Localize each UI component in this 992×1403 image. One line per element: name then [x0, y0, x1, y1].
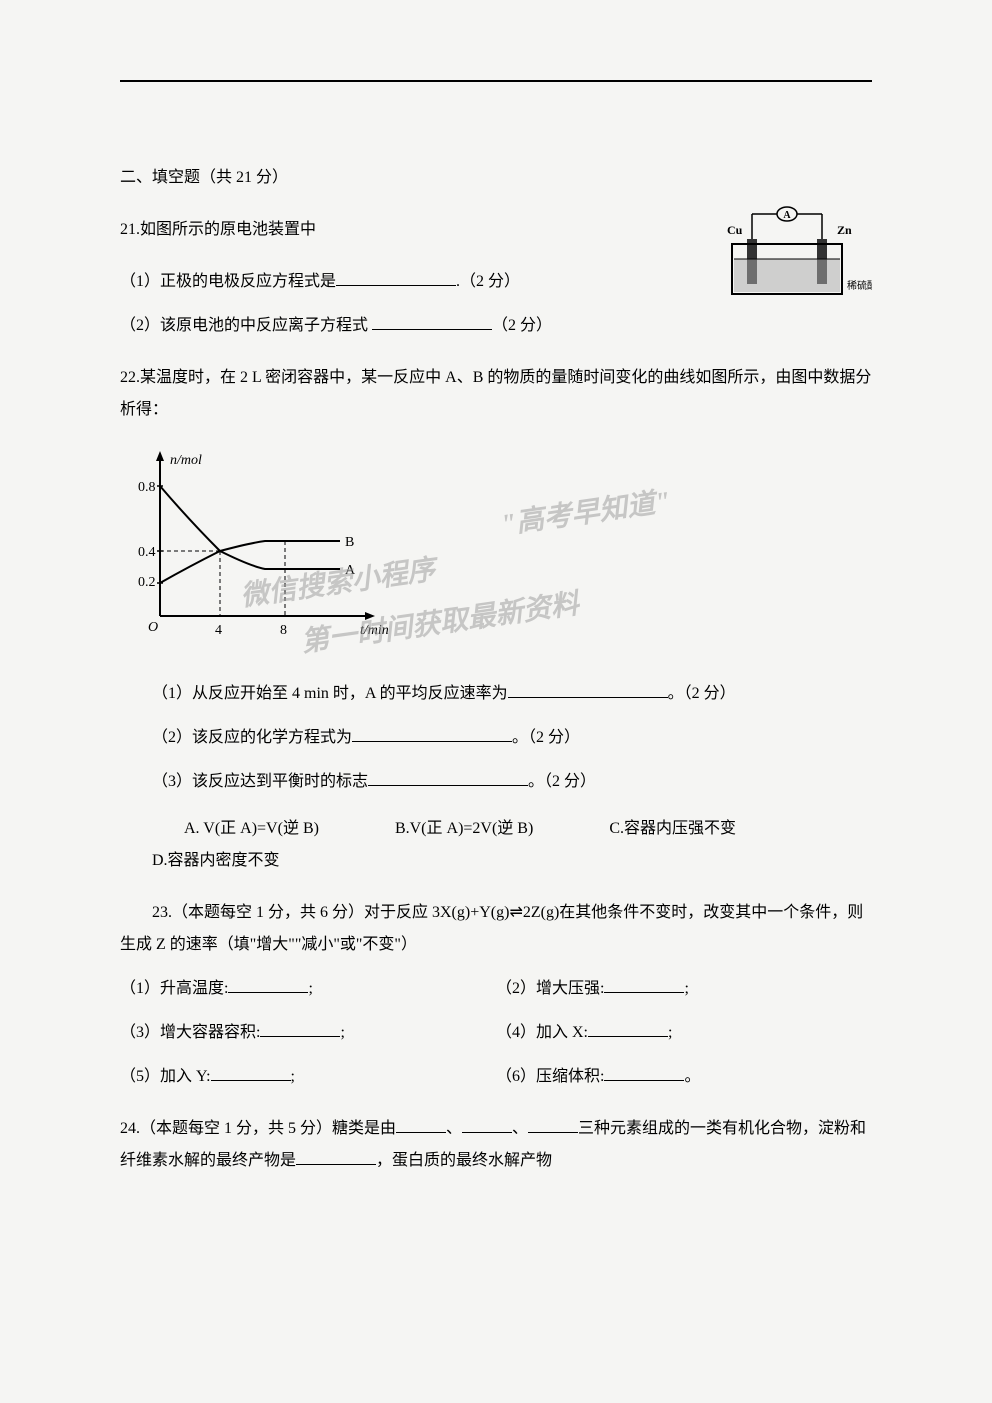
ammeter-label: A — [783, 210, 791, 221]
q21-sub2-text: （2）该原电池的中反应离子方程式 — [120, 317, 368, 334]
q24-blank3 — [528, 1114, 578, 1133]
q23-sub6-text: （6）压缩体积: — [496, 1068, 604, 1085]
q21-sub1-blank — [336, 267, 456, 286]
section-title: 二、填空题（共 21 分） — [120, 162, 872, 194]
y-axis-label: n/mol — [170, 453, 202, 468]
question-22: 22.某温度时，在 2 L 密闭容器中，某一反应中 A、B 的物质的量随时间变化… — [120, 362, 872, 877]
q24-blank4 — [296, 1146, 376, 1165]
q23-sub2-blank — [604, 974, 684, 993]
origin-label: O — [148, 620, 158, 635]
question-21: 21.如图所示的原电池装置中 A Cu Zn 稀硫酸 （1）正极的电极反应方程式… — [120, 214, 872, 342]
q22-chart: n/mol t/min 0.8 0.4 0.2 O 4 8 A B "高考早知道… — [120, 446, 872, 658]
q24-part3: 、 — [512, 1120, 528, 1137]
q23-sub6-blank — [604, 1062, 684, 1081]
q23-sub3-blank — [260, 1018, 340, 1037]
q22-sub3: （3）该反应达到平衡时的标志 。（2 分） — [120, 766, 872, 798]
option-D: D.容器内密度不变 — [120, 845, 280, 877]
q23-row1: （1）升高温度:; （2）增大压强:; — [120, 973, 872, 1005]
solution — [734, 259, 840, 292]
ytick-0.2: 0.2 — [138, 575, 156, 590]
q21-sub1-points: （2 分） — [460, 273, 520, 290]
q22-sub2-text: （2）该反应的化学方程式为 — [152, 729, 352, 746]
q22-sub3-text: （3）该反应达到平衡时的标志 — [152, 773, 368, 790]
curve-A — [160, 486, 340, 569]
q23-sub4-text: （4）加入 X: — [496, 1024, 588, 1041]
option-A: A. V(正 A)=V(逆 B) — [152, 813, 319, 845]
q22-sub3-blank — [368, 767, 528, 786]
q23-sub1-text: （1）升高温度: — [120, 980, 228, 997]
ytick-0.8: 0.8 — [138, 480, 156, 495]
q22-sub2-points: 。（2 分） — [512, 729, 580, 746]
question-24: 24.（本题每空 1 分，共 5 分）糖类是由、、三种元素组成的一类有机化合物，… — [120, 1113, 872, 1177]
q22-sub1-points: 。（2 分） — [668, 685, 736, 702]
q22-sub3-points: 。（2 分） — [528, 773, 596, 790]
q21-sub2: （2）该原电池的中反应离子方程式 （2 分） — [120, 310, 872, 342]
q23-sub3-semi: ; — [340, 1024, 344, 1041]
q21-sub1-text: （1）正极的电极反应方程式是 — [120, 273, 336, 290]
q24-part5: ，蛋白质的最终水解产物 — [376, 1152, 552, 1169]
q23-row2: （3）增大容器容积:; （4）加入 X:; — [120, 1017, 872, 1049]
ytick-0.4: 0.4 — [138, 545, 156, 560]
curve-B-label: B — [345, 535, 354, 550]
q23-title: 23.（本题每空 1 分，共 6 分）对于反应 3X(g)+Y(g)⇌2Z(g)… — [120, 897, 872, 961]
q22-options: A. V(正 A)=V(逆 B) B.V(正 A)=2V(逆 B) C.容器内压… — [120, 813, 872, 877]
xtick-8: 8 — [280, 623, 287, 638]
question-23: 23.（本题每空 1 分，共 6 分）对于反应 3X(g)+Y(g)⇌2Z(g)… — [120, 897, 872, 1093]
q21-sub2-points: （2 分） — [492, 317, 552, 334]
q22-sub2: （2）该反应的化学方程式为 。（2 分） — [120, 722, 872, 754]
q23-sub2-text: （2）增大压强: — [496, 980, 604, 997]
zn-label: Zn — [837, 223, 852, 237]
option-B: B.V(正 A)=2V(逆 B) — [363, 813, 533, 845]
page-top-divider — [120, 80, 872, 82]
curve-B — [160, 541, 340, 583]
q23-sub5-text: （5）加入 Y: — [120, 1068, 211, 1085]
q23-sub1-semi: ; — [308, 980, 312, 997]
x-axis-label: t/min — [360, 623, 389, 638]
battery-diagram: A Cu Zn 稀硫酸 — [702, 204, 872, 304]
q24-part1: 24.（本题每空 1 分，共 5 分）糖类是由 — [120, 1120, 396, 1137]
xtick-4: 4 — [215, 623, 222, 638]
cu-label: Cu — [727, 223, 743, 237]
q24-blank1 — [396, 1114, 446, 1133]
q23-row3: （5）加入 Y:; （6）压缩体积: 。 — [120, 1061, 872, 1093]
q23-sub6-period: 。 — [684, 1068, 700, 1085]
q22-sub2-blank — [352, 723, 512, 742]
q23-sub2-semi: ; — [684, 980, 688, 997]
q23-sub3-text: （3）增大容器容积: — [120, 1024, 260, 1041]
q21-sub2-blank — [372, 311, 492, 330]
q23-sub5-blank — [211, 1062, 291, 1081]
q23-sub5-semi: ; — [291, 1068, 295, 1085]
q22-sub1-text: （1）从反应开始至 4 min 时，A 的平均反应速率为 — [152, 685, 508, 702]
q22-sub1-blank — [508, 679, 668, 698]
q23-sub4-blank — [588, 1018, 668, 1037]
watermark-1: "高考早知道" — [497, 474, 674, 553]
q22-sub1: （1）从反应开始至 4 min 时，A 的平均反应速率为 。（2 分） — [120, 678, 872, 710]
q24-part2: 、 — [446, 1120, 462, 1137]
option-C: C.容器内压强不变 — [577, 813, 736, 845]
q23-sub4-semi: ; — [668, 1024, 672, 1041]
curve-A-label: A — [345, 563, 356, 578]
q22-title: 22.某温度时，在 2 L 密闭容器中，某一反应中 A、B 的物质的量随时间变化… — [120, 362, 872, 426]
solution-label: 稀硫酸 — [847, 279, 872, 292]
q24-blank2 — [462, 1114, 512, 1133]
q23-sub1-blank — [228, 974, 308, 993]
